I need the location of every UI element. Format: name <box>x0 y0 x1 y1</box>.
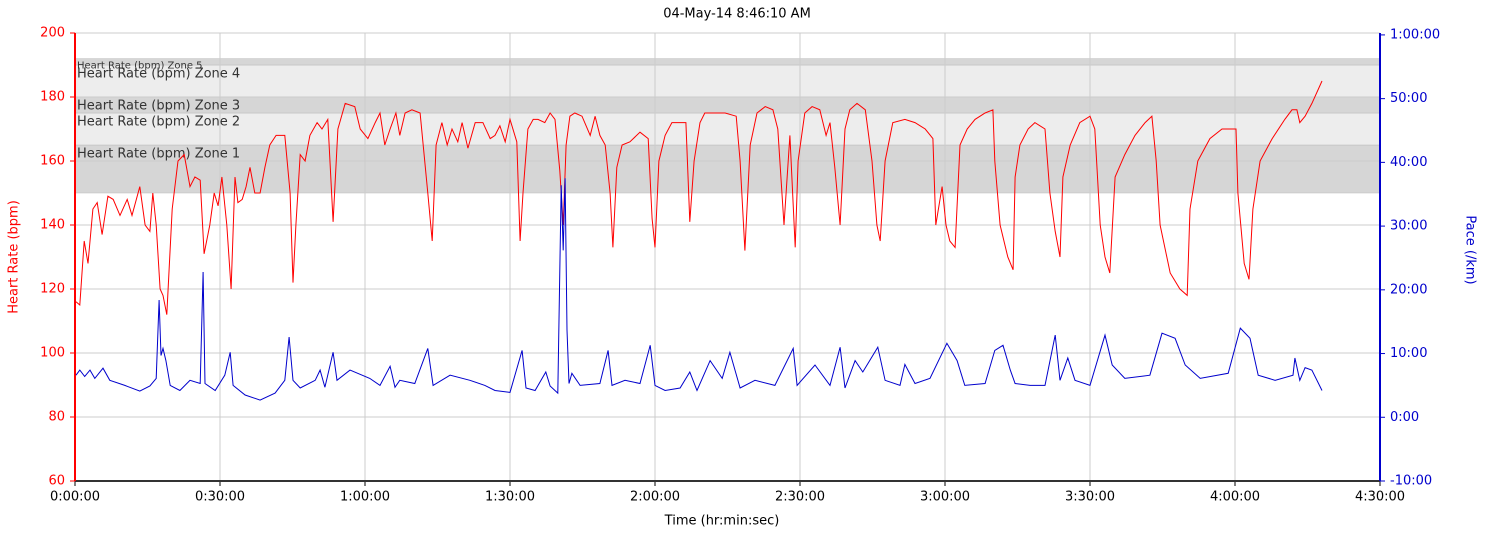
x-tick-label: 2:30:00 <box>775 490 825 505</box>
x-tick-label: 0:30:00 <box>195 490 245 505</box>
y-tick-label: 120 <box>40 282 65 297</box>
y-axis-title: Heart Rate (bpm) <box>7 200 22 314</box>
y-tick-label: 60 <box>48 474 65 489</box>
zone-band <box>74 58 1381 66</box>
zone-band <box>74 96 1381 114</box>
y-tick-label: 100 <box>40 346 65 361</box>
x-tick-label: 1:00:00 <box>340 490 390 505</box>
x-tick-label: 2:00:00 <box>630 490 680 505</box>
x-tick-label: 4:30:00 <box>1355 490 1405 505</box>
series-line <box>75 178 1323 401</box>
zone-label: Heart Rate (bpm) Zone 2 <box>77 115 240 130</box>
y-tick-label: 160 <box>40 154 65 169</box>
y2-tick-label: 20:00 <box>1390 282 1427 297</box>
zone-band <box>74 144 1381 194</box>
y2-tick-label: 40:00 <box>1390 155 1427 170</box>
y2-tick-label: 1:00:00 <box>1390 27 1440 42</box>
zone-label: Heart Rate (bpm) Zone 3 <box>77 99 240 114</box>
y-tick-label: 180 <box>40 90 65 105</box>
y2-axis-title: Pace (/km) <box>1463 215 1478 284</box>
zone-label: Heart Rate (bpm) Zone 1 <box>77 147 240 162</box>
x-tick-label: 1:30:00 <box>485 490 535 505</box>
x-tick-label: 4:00:00 <box>1210 490 1260 505</box>
y2-tick-label: 0:00 <box>1390 410 1419 425</box>
y2-tick-label: -10:00 <box>1390 474 1432 489</box>
y-tick-label: 200 <box>40 26 65 41</box>
x-tick-label: 3:30:00 <box>1065 490 1115 505</box>
zone-label: Heart Rate (bpm) Zone 5 <box>77 61 203 72</box>
series-line <box>75 80 1323 315</box>
zone-label: Heart Rate (bpm) Zone 4 <box>77 67 240 82</box>
x-axis-title: Time (hr:min:sec) <box>664 514 780 529</box>
y2-tick-label: 10:00 <box>1390 346 1427 361</box>
x-tick-label: 0:00:00 <box>50 490 100 505</box>
x-tick-label: 3:00:00 <box>920 490 970 505</box>
y2-tick-label: 50:00 <box>1390 91 1427 106</box>
zone-band <box>74 64 1381 98</box>
y-tick-label: 80 <box>48 410 65 425</box>
chart-title: 04-May-14 8:46:10 AM <box>663 7 811 22</box>
y2-tick-label: 30:00 <box>1390 219 1427 234</box>
y-tick-label: 140 <box>40 218 65 233</box>
zone-band <box>74 112 1381 146</box>
